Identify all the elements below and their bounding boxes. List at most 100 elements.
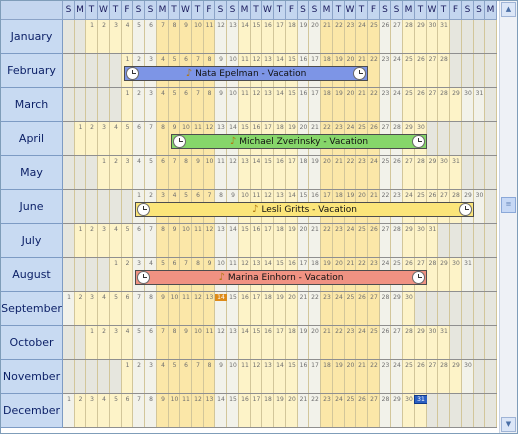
day-cell[interactable] bbox=[169, 88, 180, 122]
day-cell[interactable] bbox=[298, 292, 309, 326]
day-cell[interactable] bbox=[110, 224, 122, 258]
day-cell[interactable] bbox=[215, 156, 227, 190]
day-cell[interactable] bbox=[86, 394, 98, 428]
day-cell[interactable] bbox=[345, 88, 356, 122]
day-cell[interactable] bbox=[180, 156, 192, 190]
day-cell[interactable] bbox=[427, 326, 438, 360]
day-cell[interactable] bbox=[298, 156, 309, 190]
day-cell[interactable] bbox=[204, 360, 215, 394]
day-cell[interactable] bbox=[122, 326, 133, 360]
day-cell[interactable] bbox=[122, 88, 133, 122]
day-cell[interactable] bbox=[239, 156, 251, 190]
day-cell[interactable] bbox=[403, 20, 415, 54]
day-cell[interactable] bbox=[133, 88, 145, 122]
day-cell[interactable] bbox=[157, 20, 169, 54]
day-cell[interactable] bbox=[403, 394, 415, 428]
day-cell[interactable] bbox=[368, 88, 380, 122]
day-cell[interactable] bbox=[145, 292, 157, 326]
day-cell[interactable] bbox=[309, 156, 321, 190]
day-cell[interactable] bbox=[391, 88, 403, 122]
day-cell[interactable] bbox=[309, 292, 321, 326]
day-cell[interactable] bbox=[356, 292, 368, 326]
event-bar[interactable]: ♪ Lesli Gritts - Vacation bbox=[135, 202, 474, 217]
day-cell[interactable] bbox=[145, 156, 157, 190]
month-label[interactable]: October bbox=[1, 326, 63, 360]
day-cell[interactable] bbox=[333, 20, 345, 54]
day-cell[interactable] bbox=[450, 258, 462, 292]
month-label[interactable]: November bbox=[1, 360, 63, 394]
day-cell[interactable] bbox=[391, 292, 403, 326]
day-cell[interactable] bbox=[345, 224, 356, 258]
day-cell[interactable] bbox=[204, 224, 215, 258]
month-label[interactable]: December bbox=[1, 394, 63, 428]
day-cell[interactable] bbox=[462, 88, 474, 122]
day-cell[interactable] bbox=[145, 360, 157, 394]
day-cell[interactable] bbox=[110, 122, 122, 156]
day-cell[interactable] bbox=[368, 54, 380, 88]
day-cell[interactable] bbox=[227, 156, 239, 190]
event-bar[interactable]: ♪ Michael Zverinsky - Vacation bbox=[171, 134, 427, 149]
day-cell[interactable] bbox=[180, 224, 192, 258]
day-cell[interactable] bbox=[380, 54, 391, 88]
day-cell[interactable] bbox=[122, 394, 133, 428]
day-cell[interactable] bbox=[251, 292, 262, 326]
day-cell[interactable] bbox=[391, 20, 403, 54]
month-label[interactable]: July bbox=[1, 224, 63, 258]
day-cell[interactable] bbox=[204, 292, 215, 326]
day-cell[interactable] bbox=[227, 224, 239, 258]
day-cell[interactable] bbox=[251, 360, 262, 394]
day-cell[interactable] bbox=[333, 292, 345, 326]
day-cell[interactable] bbox=[345, 326, 356, 360]
day-cell[interactable] bbox=[110, 292, 122, 326]
day-cell[interactable] bbox=[438, 156, 450, 190]
day-cell[interactable] bbox=[204, 20, 215, 54]
day-cell[interactable] bbox=[122, 156, 133, 190]
day-cell[interactable] bbox=[427, 360, 438, 394]
day-cell[interactable] bbox=[415, 54, 427, 88]
day-cell[interactable] bbox=[368, 360, 380, 394]
day-cell[interactable] bbox=[356, 360, 368, 394]
day-cell[interactable] bbox=[86, 20, 98, 54]
day-cell[interactable] bbox=[227, 360, 239, 394]
day-cell[interactable] bbox=[251, 156, 262, 190]
day-cell[interactable] bbox=[75, 394, 86, 428]
day-cell[interactable] bbox=[251, 20, 262, 54]
day-cell[interactable] bbox=[192, 224, 204, 258]
day-cell[interactable] bbox=[286, 156, 298, 190]
day-cell[interactable] bbox=[474, 190, 485, 224]
day-cell[interactable] bbox=[157, 156, 169, 190]
day-cell[interactable] bbox=[145, 20, 157, 54]
day-cell[interactable] bbox=[110, 326, 122, 360]
day-cell[interactable] bbox=[415, 360, 427, 394]
day-cell[interactable] bbox=[192, 326, 204, 360]
day-cell[interactable] bbox=[368, 394, 380, 428]
day-cell[interactable] bbox=[204, 326, 215, 360]
day-cell[interactable] bbox=[298, 20, 309, 54]
day-cell[interactable] bbox=[333, 360, 345, 394]
day-cell[interactable] bbox=[239, 292, 251, 326]
day-cell[interactable] bbox=[427, 20, 438, 54]
day-cell[interactable] bbox=[391, 394, 403, 428]
day-cell[interactable] bbox=[368, 20, 380, 54]
day-cell[interactable] bbox=[227, 326, 239, 360]
day-cell[interactable] bbox=[403, 156, 415, 190]
day-cell[interactable] bbox=[309, 360, 321, 394]
month-label[interactable]: June bbox=[1, 190, 63, 224]
day-cell[interactable] bbox=[415, 20, 427, 54]
day-cell[interactable] bbox=[403, 88, 415, 122]
month-label[interactable]: February bbox=[1, 54, 63, 88]
day-cell[interactable] bbox=[262, 292, 274, 326]
day-cell[interactable] bbox=[286, 292, 298, 326]
year-grid[interactable]: 1 2 3 4 5 6 7 8 9 10 11 12 13 14 15 16 17 18 19 20 21 22 23 24 2… bbox=[63, 20, 497, 433]
day-cell[interactable] bbox=[239, 88, 251, 122]
day-cell[interactable] bbox=[180, 88, 192, 122]
day-cell[interactable] bbox=[215, 20, 227, 54]
day-cell[interactable] bbox=[192, 88, 204, 122]
day-cell[interactable] bbox=[415, 156, 427, 190]
day-cell[interactable] bbox=[157, 292, 169, 326]
day-cell[interactable] bbox=[133, 224, 145, 258]
day-cell[interactable] bbox=[110, 258, 122, 292]
day-cell[interactable] bbox=[110, 156, 122, 190]
day-cell[interactable] bbox=[321, 360, 333, 394]
day-cell[interactable] bbox=[380, 326, 391, 360]
